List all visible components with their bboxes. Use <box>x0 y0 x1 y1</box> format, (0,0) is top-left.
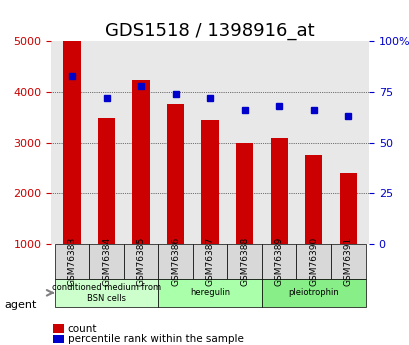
Text: GSM76386: GSM76386 <box>171 237 180 286</box>
Text: GSM76384: GSM76384 <box>102 237 111 286</box>
FancyBboxPatch shape <box>330 244 365 279</box>
FancyBboxPatch shape <box>296 244 330 279</box>
FancyBboxPatch shape <box>192 244 227 279</box>
Bar <box>236 143 253 244</box>
Bar <box>63 37 81 244</box>
FancyBboxPatch shape <box>227 244 261 279</box>
Bar <box>132 80 149 244</box>
Text: GSM76385: GSM76385 <box>136 237 145 286</box>
FancyBboxPatch shape <box>158 279 261 307</box>
Text: GSM76387: GSM76387 <box>205 237 214 286</box>
Bar <box>339 174 356 244</box>
Text: GSM76390: GSM76390 <box>308 237 317 286</box>
FancyBboxPatch shape <box>158 244 192 279</box>
Text: pleiotrophin: pleiotrophin <box>288 288 338 297</box>
Title: GDS1518 / 1398916_at: GDS1518 / 1398916_at <box>105 22 314 40</box>
FancyBboxPatch shape <box>261 244 296 279</box>
Text: agent: agent <box>4 300 36 310</box>
Bar <box>270 138 287 244</box>
Text: conditioned medium from
BSN cells: conditioned medium from BSN cells <box>52 283 161 303</box>
Bar <box>166 104 184 244</box>
Text: percentile rank within the sample: percentile rank within the sample <box>67 334 243 344</box>
FancyBboxPatch shape <box>54 279 158 307</box>
FancyBboxPatch shape <box>261 279 365 307</box>
FancyBboxPatch shape <box>54 244 89 279</box>
FancyBboxPatch shape <box>89 244 124 279</box>
Bar <box>201 120 218 244</box>
FancyBboxPatch shape <box>124 244 158 279</box>
Text: count: count <box>67 324 97 334</box>
Text: GSM76389: GSM76389 <box>274 237 283 286</box>
Text: GSM76383: GSM76383 <box>67 237 76 286</box>
Text: GSM76388: GSM76388 <box>240 237 249 286</box>
Bar <box>98 118 115 244</box>
Bar <box>304 155 321 244</box>
Text: heregulin: heregulin <box>190 288 229 297</box>
Text: GSM76391: GSM76391 <box>343 237 352 286</box>
